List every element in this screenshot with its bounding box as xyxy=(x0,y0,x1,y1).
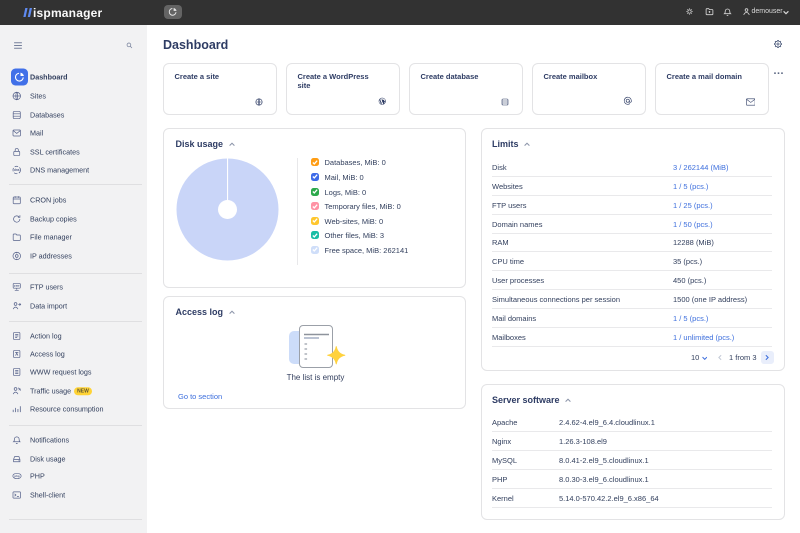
svg-text:FTP: FTP xyxy=(14,284,19,288)
svg-text:dns: dns xyxy=(14,168,20,172)
svg-text:php: php xyxy=(14,474,20,478)
